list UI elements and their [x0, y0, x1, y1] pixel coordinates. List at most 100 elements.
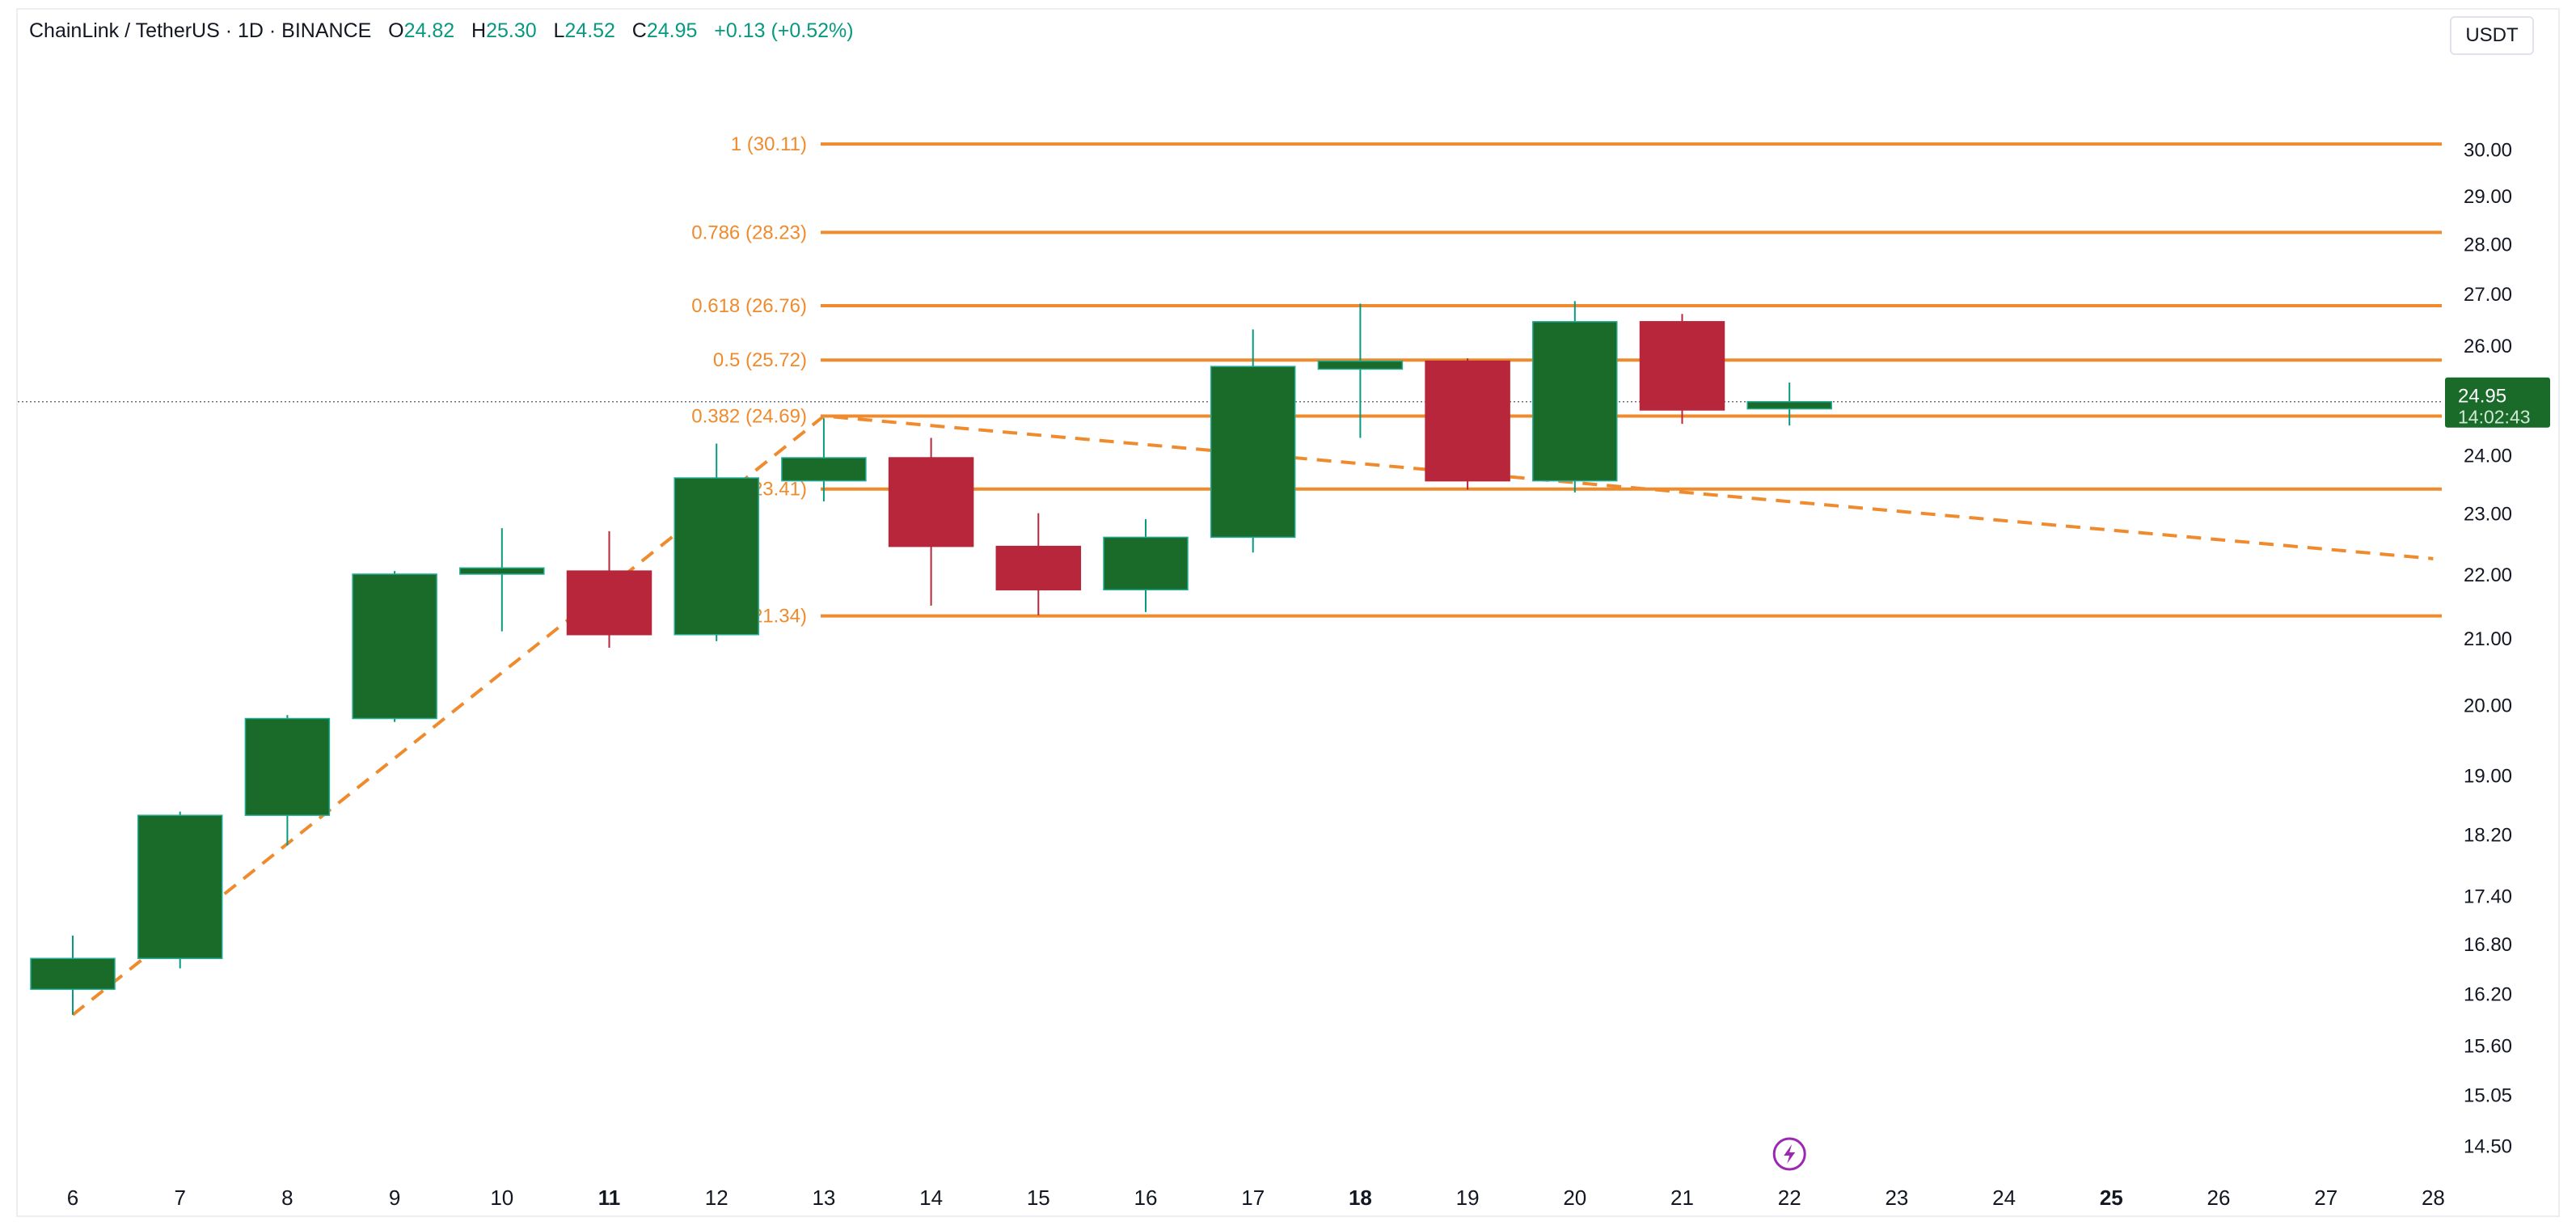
- candle-body: [674, 477, 759, 636]
- lightning-bolt-icon[interactable]: [1772, 1137, 1806, 1171]
- price-tick-label: 16.80: [2464, 934, 2512, 956]
- date-tick-label: 8: [281, 1186, 293, 1210]
- chart-frame: [16, 8, 2560, 1217]
- candle[interactable]: [459, 528, 545, 632]
- alert-group: [1772, 1137, 1806, 1171]
- date-tick-label: 20: [1563, 1186, 1586, 1210]
- price-tick-label: 15.60: [2464, 1036, 2512, 1058]
- candle[interactable]: [1746, 383, 1832, 426]
- date-tick-label: 11: [598, 1186, 621, 1210]
- close-value: 24.95: [646, 19, 698, 42]
- candle-body: [137, 814, 223, 959]
- candle-body: [1425, 360, 1510, 482]
- ohlc-legend: ChainLink / TetherUS · 1D · BINANCE O24.…: [29, 19, 854, 43]
- price-axis: 30.00 29.00 28.00 27.00 26.00 24.00 23.00 22.00…: [2464, 139, 2512, 1157]
- candle-body: [30, 957, 116, 991]
- candle-body: [781, 457, 867, 482]
- candle-body: [1103, 536, 1189, 591]
- candle[interactable]: [781, 418, 867, 501]
- candle-body: [1532, 321, 1618, 482]
- date-tick-label: 22: [1778, 1186, 1801, 1210]
- symbol-title[interactable]: ChainLink / TetherUS · 1D · BINANCE: [29, 19, 372, 42]
- low-label: L: [553, 19, 565, 42]
- date-tick-label: 10: [490, 1186, 513, 1210]
- candle[interactable]: [1532, 301, 1618, 493]
- price-tick-label: 15.05: [2464, 1084, 2512, 1106]
- fib-level-label: 0.382 (24.69): [691, 405, 807, 427]
- candle[interactable]: [30, 935, 116, 1015]
- currency-button[interactable]: USDT: [2450, 16, 2534, 55]
- date-tick-label: 24: [1992, 1186, 2016, 1210]
- candles-group: [30, 301, 1832, 1015]
- low-value: 24.52: [564, 19, 615, 42]
- candle-body: [1746, 400, 1832, 410]
- fib-retracement-group: 1 (30.11) 0.786 (28.23) 0.618 (26.76) 0.5 (…: [18, 133, 2442, 628]
- candle-body: [566, 570, 652, 636]
- price-tick-label: 17.40: [2464, 886, 2512, 907]
- candle-body: [1210, 366, 1296, 539]
- fib-level-label: 0.786 (28.23): [691, 222, 807, 243]
- candle-body: [888, 457, 974, 547]
- fib-level-label: 0.5 (25.72): [713, 349, 807, 371]
- candle[interactable]: [674, 443, 759, 641]
- price-tick-label: 22.00: [2464, 564, 2512, 586]
- high-value: 25.30: [486, 19, 537, 42]
- open-label: O: [388, 19, 404, 42]
- date-tick-label: 14: [919, 1186, 943, 1210]
- fib-level-label: 0.618 (26.76): [691, 295, 807, 317]
- open-value: 24.82: [403, 19, 455, 42]
- date-tick-label: 28: [2422, 1186, 2445, 1210]
- candle[interactable]: [1639, 314, 1725, 425]
- candle[interactable]: [566, 530, 652, 648]
- candle-body: [352, 573, 437, 720]
- date-tick-label: 21: [1670, 1186, 1694, 1210]
- price-tick-label: 28.00: [2464, 234, 2512, 256]
- price-tick-label: 19.00: [2464, 765, 2512, 787]
- date-tick-label: 15: [1027, 1186, 1050, 1210]
- close-label: C: [631, 19, 647, 42]
- candle[interactable]: [1103, 519, 1189, 612]
- price-badge: [2445, 377, 2550, 428]
- date-tick-label: 26: [2207, 1186, 2231, 1210]
- price-badge-value: 24.95: [2458, 386, 2506, 408]
- date-tick-label: 16: [1134, 1186, 1158, 1210]
- date-tick-label: 27: [2314, 1186, 2337, 1210]
- high-label: H: [471, 19, 487, 42]
- date-tick-label: 23: [1885, 1186, 1908, 1210]
- candle[interactable]: [1210, 329, 1296, 553]
- date-tick-label: 6: [67, 1186, 78, 1210]
- date-tick-label: 9: [389, 1186, 400, 1210]
- price-tick-label: 29.00: [2464, 186, 2512, 208]
- date-tick-label: 13: [812, 1186, 835, 1210]
- date-tick-label: 17: [1241, 1186, 1265, 1210]
- candle[interactable]: [352, 571, 437, 722]
- candle[interactable]: [888, 437, 974, 606]
- price-tick-label: 18.20: [2464, 824, 2512, 846]
- price-tick-label: 23.00: [2464, 504, 2512, 526]
- price-tick-label: 27.00: [2464, 284, 2512, 306]
- price-badge-countdown: 14:02:43: [2458, 407, 2531, 428]
- price-tick-label: 20.00: [2464, 695, 2512, 716]
- date-tick-label: 7: [174, 1186, 185, 1210]
- date-tick-label: 25: [2100, 1186, 2123, 1210]
- price-tick-label: 16.20: [2464, 984, 2512, 1006]
- candle[interactable]: [137, 811, 223, 969]
- candle-body: [1639, 321, 1725, 411]
- candle[interactable]: [995, 513, 1082, 615]
- time-axis: 6 7 8 9 10 11 12 13 14 15 16 17 18 19 20 21 22 23 24 25 26 27…: [67, 1186, 2445, 1210]
- candle-body: [1317, 360, 1404, 370]
- candle-body: [995, 545, 1082, 591]
- candle-body: [459, 567, 545, 575]
- candle[interactable]: [244, 715, 331, 846]
- price-tick-label: 30.00: [2464, 139, 2512, 161]
- fib-level-label: 1 (30.11): [731, 133, 807, 155]
- date-tick-label: 18: [1349, 1186, 1372, 1210]
- price-tick-label: 24.00: [2464, 446, 2512, 467]
- price-tick-label: 26.00: [2464, 336, 2512, 357]
- candle[interactable]: [1425, 358, 1510, 490]
- candle[interactable]: [1317, 303, 1404, 438]
- date-tick-label: 19: [1456, 1186, 1480, 1210]
- date-tick-label: 12: [705, 1186, 728, 1210]
